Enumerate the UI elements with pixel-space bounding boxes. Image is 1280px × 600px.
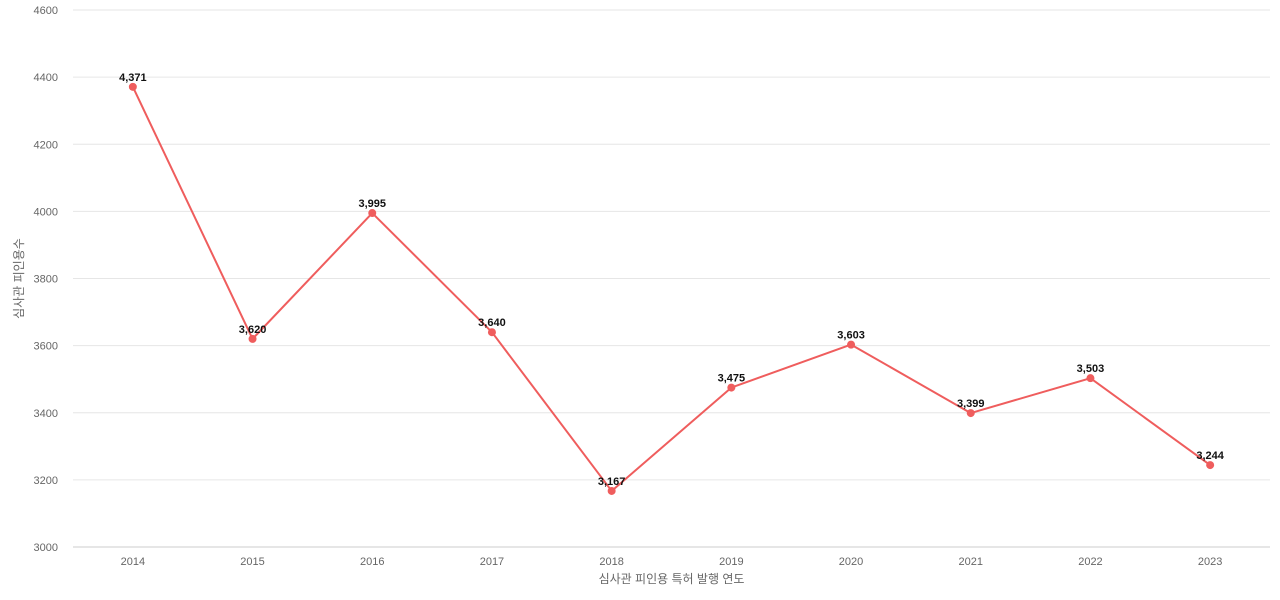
x-tick-label: 2016 xyxy=(360,556,384,568)
data-labels: 4,371 3,620 3,995 3,640 3,167 3,475 3,603 3,399… xyxy=(119,72,1225,488)
y-axis-tick-labels: 3000 3200 3400 3600 3800 4000 4200 4400 4600 xyxy=(34,5,58,554)
data-point[interactable] xyxy=(1206,461,1215,470)
data-label: 3,620 xyxy=(239,324,267,336)
data-points xyxy=(128,82,1215,495)
data-label: 3,399 xyxy=(957,398,985,410)
data-label: 3,640 xyxy=(478,317,506,329)
data-label: 3,244 xyxy=(1196,450,1224,462)
y-tick-label: 3200 xyxy=(34,475,58,487)
data-label: 3,167 xyxy=(598,476,626,488)
data-label: 3,603 xyxy=(837,330,865,342)
data-point[interactable] xyxy=(368,209,377,218)
x-axis-title: 심사관 피인용 특허 발행 연도 xyxy=(599,571,745,586)
x-tick-label: 2019 xyxy=(719,556,743,568)
y-tick-label: 3800 xyxy=(34,274,58,286)
y-tick-label: 3600 xyxy=(34,341,58,353)
x-tick-label: 2021 xyxy=(959,556,983,568)
y-tick-label: 4600 xyxy=(34,5,58,17)
x-tick-label: 2014 xyxy=(121,556,145,568)
data-label: 3,475 xyxy=(718,373,746,385)
data-label: 3,503 xyxy=(1077,363,1105,375)
y-tick-label: 4400 xyxy=(34,72,58,84)
data-point[interactable] xyxy=(248,334,257,343)
data-point[interactable] xyxy=(487,328,496,337)
series-line-layer xyxy=(131,86,1211,492)
x-tick-label: 2015 xyxy=(240,556,264,568)
x-tick-label: 2020 xyxy=(839,556,863,568)
x-tick-label: 2018 xyxy=(599,556,623,568)
x-tick-label: 2022 xyxy=(1078,556,1102,568)
y-tick-label: 4200 xyxy=(34,139,58,151)
x-tick-label: 2023 xyxy=(1198,556,1222,568)
data-point[interactable] xyxy=(727,383,736,392)
y-tick-label: 4000 xyxy=(34,206,58,218)
x-tick-label: 2017 xyxy=(480,556,504,568)
data-point[interactable] xyxy=(847,340,856,349)
y-tick-label: 3400 xyxy=(34,408,58,420)
data-point[interactable] xyxy=(607,486,616,495)
series-line xyxy=(131,86,1211,492)
y-axis-title: 심사관 피인용수 xyxy=(12,238,26,319)
data-label: 4,371 xyxy=(119,72,147,84)
data-point[interactable] xyxy=(128,82,137,91)
y-tick-label: 3000 xyxy=(34,542,58,554)
data-point[interactable] xyxy=(1086,374,1095,383)
gridlines xyxy=(73,9,1270,481)
data-point[interactable] xyxy=(966,409,975,418)
data-label: 3,995 xyxy=(358,198,386,210)
x-axis-tick-labels: 2014 2015 2016 2017 2018 2019 2020 2021 2022 2023 xyxy=(121,556,1223,568)
